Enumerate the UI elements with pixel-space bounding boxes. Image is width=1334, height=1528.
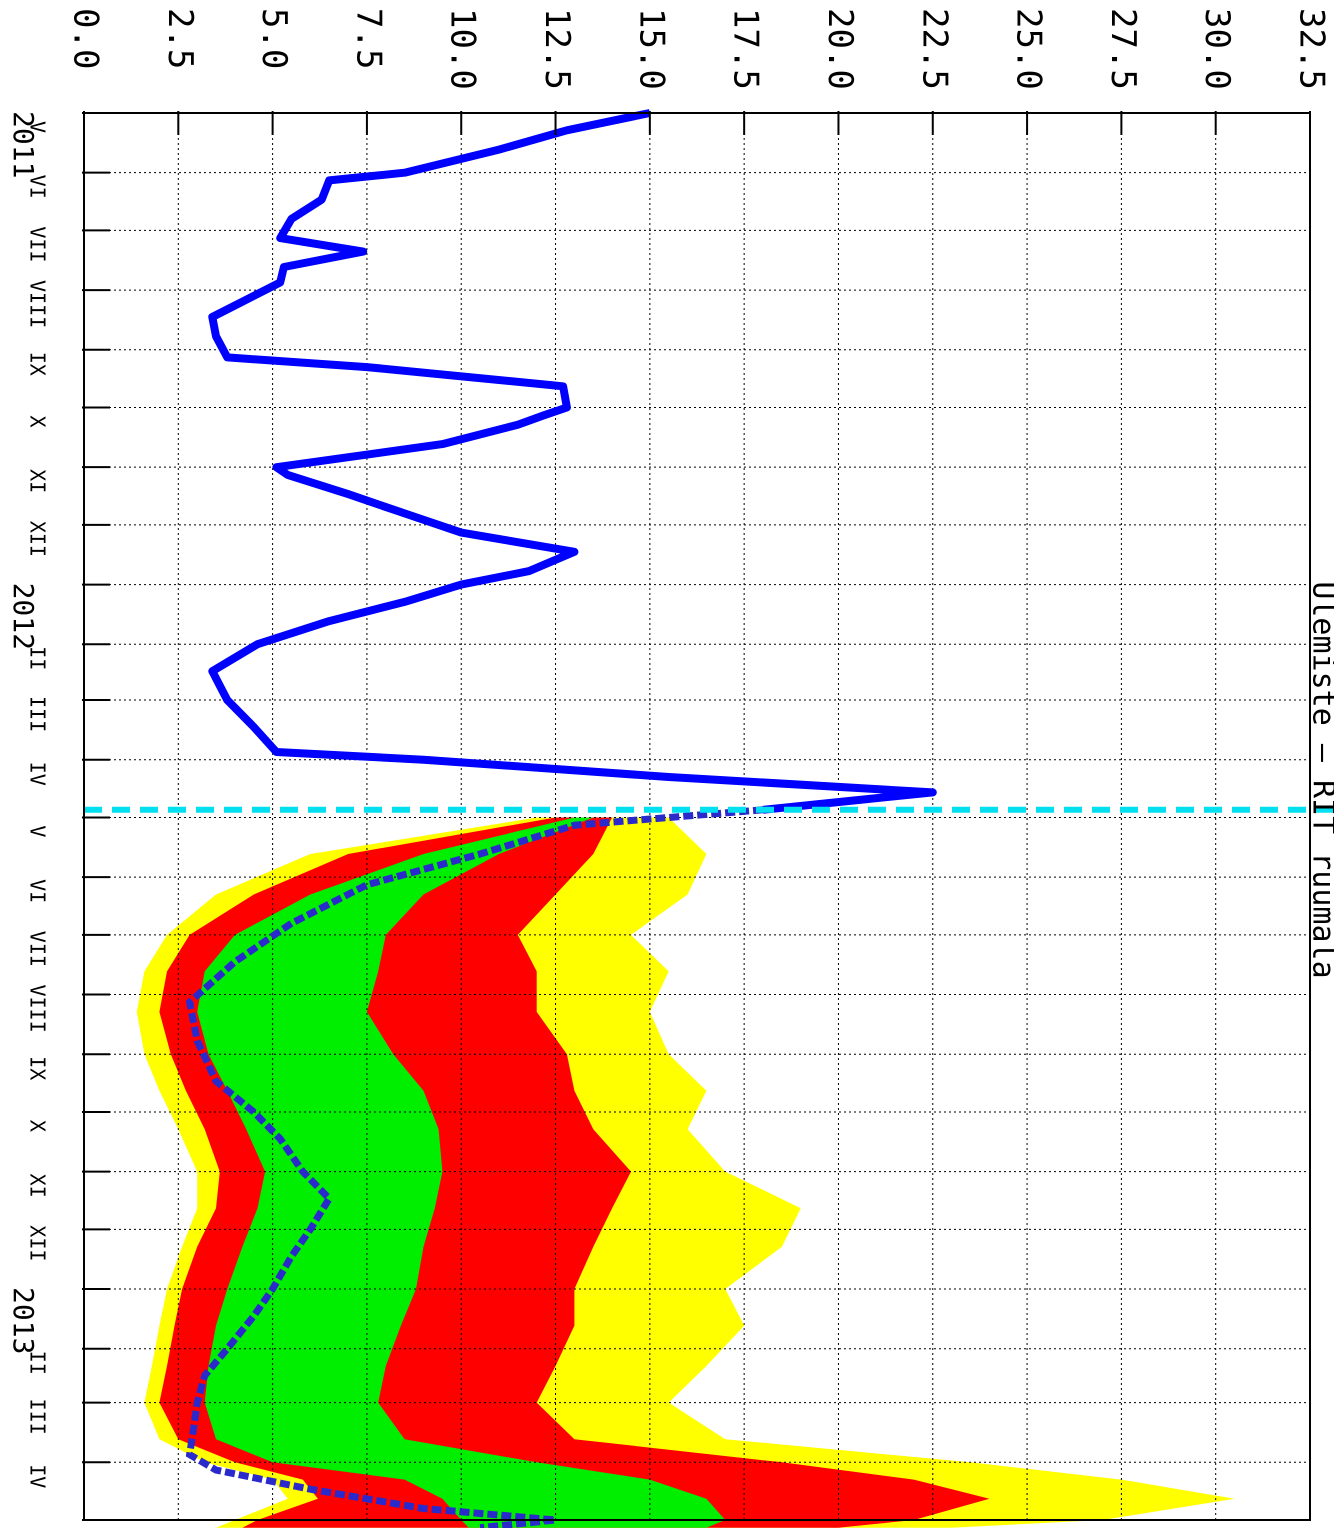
value-tick-label-1: 2.5 — [160, 8, 200, 69]
uncertainty-bands — [136, 817, 1235, 1528]
month-label-3: VIII — [26, 280, 50, 328]
month-label-18: XII — [26, 1225, 50, 1261]
value-tick-label-8: 20.0 — [820, 8, 860, 90]
month-label-1: VI — [26, 175, 50, 199]
month-label-4: IX — [26, 352, 50, 376]
month-label-8: II — [26, 646, 50, 670]
year-label-1: 2012 — [7, 583, 40, 650]
value-tick-label-7: 17.5 — [726, 8, 766, 90]
value-tick-label-13: 32.5 — [1292, 8, 1332, 90]
month-label-19: II — [26, 1351, 50, 1375]
month-label-21: IV — [26, 1464, 50, 1488]
chart-title: Ülemiste – RIT ruumala — [1306, 581, 1334, 978]
month-label-6: XI — [26, 469, 50, 493]
month-label-16: X — [26, 1120, 50, 1132]
forecast-median-line — [185, 806, 764, 1528]
month-label-20: III — [26, 1399, 50, 1435]
plot-border — [83, 112, 1311, 1521]
value-tick-label-9: 22.5 — [914, 8, 954, 90]
month-label-13: VII — [26, 931, 50, 967]
year-label-2: 2013 — [7, 1287, 40, 1354]
month-label-15: IX — [26, 1056, 50, 1080]
plot-frame — [83, 111, 1311, 1521]
year-label-0: 2011 — [7, 111, 40, 178]
month-label-17: XI — [26, 1174, 50, 1198]
value-tick-label-6: 15.0 — [631, 8, 671, 90]
month-label-10: IV — [26, 762, 50, 786]
value-tick-label-4: 10.0 — [443, 8, 483, 90]
value-tick-label-2: 5.0 — [254, 8, 294, 69]
value-tick-label-11: 27.5 — [1103, 8, 1143, 90]
month-label-9: III — [26, 696, 50, 732]
month-label-7: XII — [26, 521, 50, 557]
month-label-12: VI — [26, 879, 50, 903]
month-label-5: X — [26, 415, 50, 427]
value-tick-label-10: 25.0 — [1009, 8, 1049, 90]
value-tick-label-3: 7.5 — [348, 8, 388, 69]
value-tick-label-0: 0.0 — [66, 8, 106, 69]
series-lines — [84, 109, 1334, 1528]
month-label-14: VIII — [26, 984, 50, 1032]
month-label-11: V — [26, 825, 50, 837]
month-label-0: V — [26, 121, 50, 133]
month-label-2: VII — [26, 226, 50, 262]
band-inner — [197, 817, 726, 1528]
axis-labels: 0.0 2.5 5.0 7.5 10.0 12.5 15.0 17.5 20.0 22.5 25.0… — [7, 8, 1334, 1528]
value-tick-label-12: 30.0 — [1197, 8, 1237, 90]
grid — [82, 112, 1311, 1521]
observed-line — [208, 109, 937, 814]
value-tick-label-5: 12.5 — [537, 8, 577, 90]
